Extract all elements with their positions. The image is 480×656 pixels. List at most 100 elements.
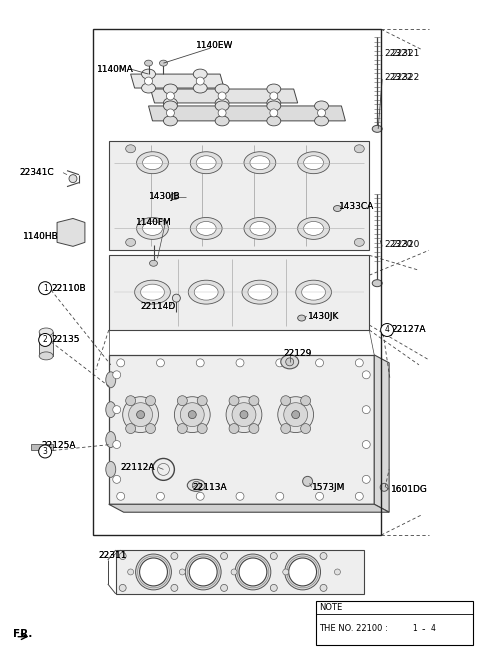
Circle shape <box>113 476 120 483</box>
Text: 22110B: 22110B <box>51 283 86 293</box>
Text: 1430JB: 1430JB <box>148 192 180 201</box>
Text: 22113A: 22113A <box>192 483 227 492</box>
Circle shape <box>270 552 277 560</box>
Circle shape <box>232 403 256 426</box>
Ellipse shape <box>193 83 207 93</box>
Text: 1: 1 <box>413 625 417 633</box>
Circle shape <box>231 569 237 575</box>
Circle shape <box>335 569 340 575</box>
Circle shape <box>171 584 178 591</box>
Circle shape <box>362 371 370 379</box>
Circle shape <box>189 558 217 586</box>
Ellipse shape <box>190 152 222 174</box>
Ellipse shape <box>167 92 174 100</box>
Circle shape <box>192 482 200 489</box>
Circle shape <box>292 411 300 419</box>
Text: 1: 1 <box>43 283 48 293</box>
Circle shape <box>408 623 421 635</box>
Circle shape <box>355 492 363 501</box>
Ellipse shape <box>318 109 325 117</box>
Polygon shape <box>131 74 224 88</box>
Ellipse shape <box>141 284 165 300</box>
Ellipse shape <box>167 109 174 117</box>
Ellipse shape <box>137 218 168 239</box>
Text: 22113A: 22113A <box>192 483 227 492</box>
Circle shape <box>119 552 126 560</box>
Text: 1433CA: 1433CA <box>339 202 375 211</box>
Circle shape <box>276 359 284 367</box>
Ellipse shape <box>39 352 53 360</box>
Circle shape <box>113 405 120 414</box>
Ellipse shape <box>314 101 328 111</box>
Ellipse shape <box>270 109 278 117</box>
Text: 22341C: 22341C <box>19 168 54 177</box>
Ellipse shape <box>372 125 382 133</box>
Circle shape <box>113 371 120 379</box>
Text: 2: 2 <box>43 335 48 344</box>
Ellipse shape <box>248 284 272 300</box>
Ellipse shape <box>215 84 229 94</box>
Circle shape <box>281 424 291 434</box>
Ellipse shape <box>164 101 178 111</box>
Text: 1430JK: 1430JK <box>308 312 339 321</box>
Circle shape <box>235 554 271 590</box>
Ellipse shape <box>170 194 179 199</box>
Ellipse shape <box>215 101 229 111</box>
Text: 22341C: 22341C <box>19 168 54 177</box>
Polygon shape <box>109 255 369 330</box>
Text: 1140HB: 1140HB <box>23 232 59 241</box>
Bar <box>93 30 381 535</box>
Ellipse shape <box>372 279 382 287</box>
Circle shape <box>185 554 221 590</box>
Ellipse shape <box>215 98 229 108</box>
Ellipse shape <box>134 280 170 304</box>
Circle shape <box>362 441 370 449</box>
Ellipse shape <box>270 92 278 100</box>
Bar <box>238 373 254 393</box>
Circle shape <box>270 584 277 591</box>
Text: 22110B: 22110B <box>51 283 86 293</box>
Text: 22135: 22135 <box>51 335 80 344</box>
Circle shape <box>362 476 370 483</box>
Circle shape <box>240 411 248 419</box>
Text: 22112A: 22112A <box>120 463 155 472</box>
Text: 1140MA: 1140MA <box>97 64 133 73</box>
Circle shape <box>278 397 313 432</box>
Ellipse shape <box>142 83 156 93</box>
Ellipse shape <box>106 461 116 478</box>
Circle shape <box>355 359 363 367</box>
Circle shape <box>69 174 77 182</box>
Text: 22125A: 22125A <box>41 441 76 450</box>
Ellipse shape <box>314 116 328 126</box>
Ellipse shape <box>143 222 162 236</box>
Ellipse shape <box>267 84 281 94</box>
Text: 1573JM: 1573JM <box>312 483 345 492</box>
Text: 22129: 22129 <box>284 350 312 358</box>
Ellipse shape <box>196 222 216 236</box>
Circle shape <box>39 333 51 346</box>
Text: 1140MA: 1140MA <box>97 64 133 73</box>
Ellipse shape <box>301 284 325 300</box>
Text: 22322: 22322 <box>391 73 420 81</box>
Ellipse shape <box>39 328 53 336</box>
Polygon shape <box>109 504 389 512</box>
Circle shape <box>137 411 144 419</box>
Bar <box>290 373 306 393</box>
Bar <box>39 332 53 356</box>
Text: 22311: 22311 <box>99 550 127 560</box>
Circle shape <box>320 584 327 591</box>
Circle shape <box>39 281 51 295</box>
Circle shape <box>362 405 370 414</box>
Ellipse shape <box>244 218 276 239</box>
Text: 1140FM: 1140FM <box>136 218 171 227</box>
Circle shape <box>229 424 239 434</box>
Circle shape <box>276 492 284 501</box>
Ellipse shape <box>159 60 168 66</box>
Text: 22114D: 22114D <box>141 302 176 310</box>
Polygon shape <box>116 550 364 594</box>
Ellipse shape <box>196 77 204 85</box>
Ellipse shape <box>126 145 136 153</box>
Ellipse shape <box>215 116 229 126</box>
Ellipse shape <box>298 218 329 239</box>
Text: 1601DG: 1601DG <box>391 485 428 494</box>
